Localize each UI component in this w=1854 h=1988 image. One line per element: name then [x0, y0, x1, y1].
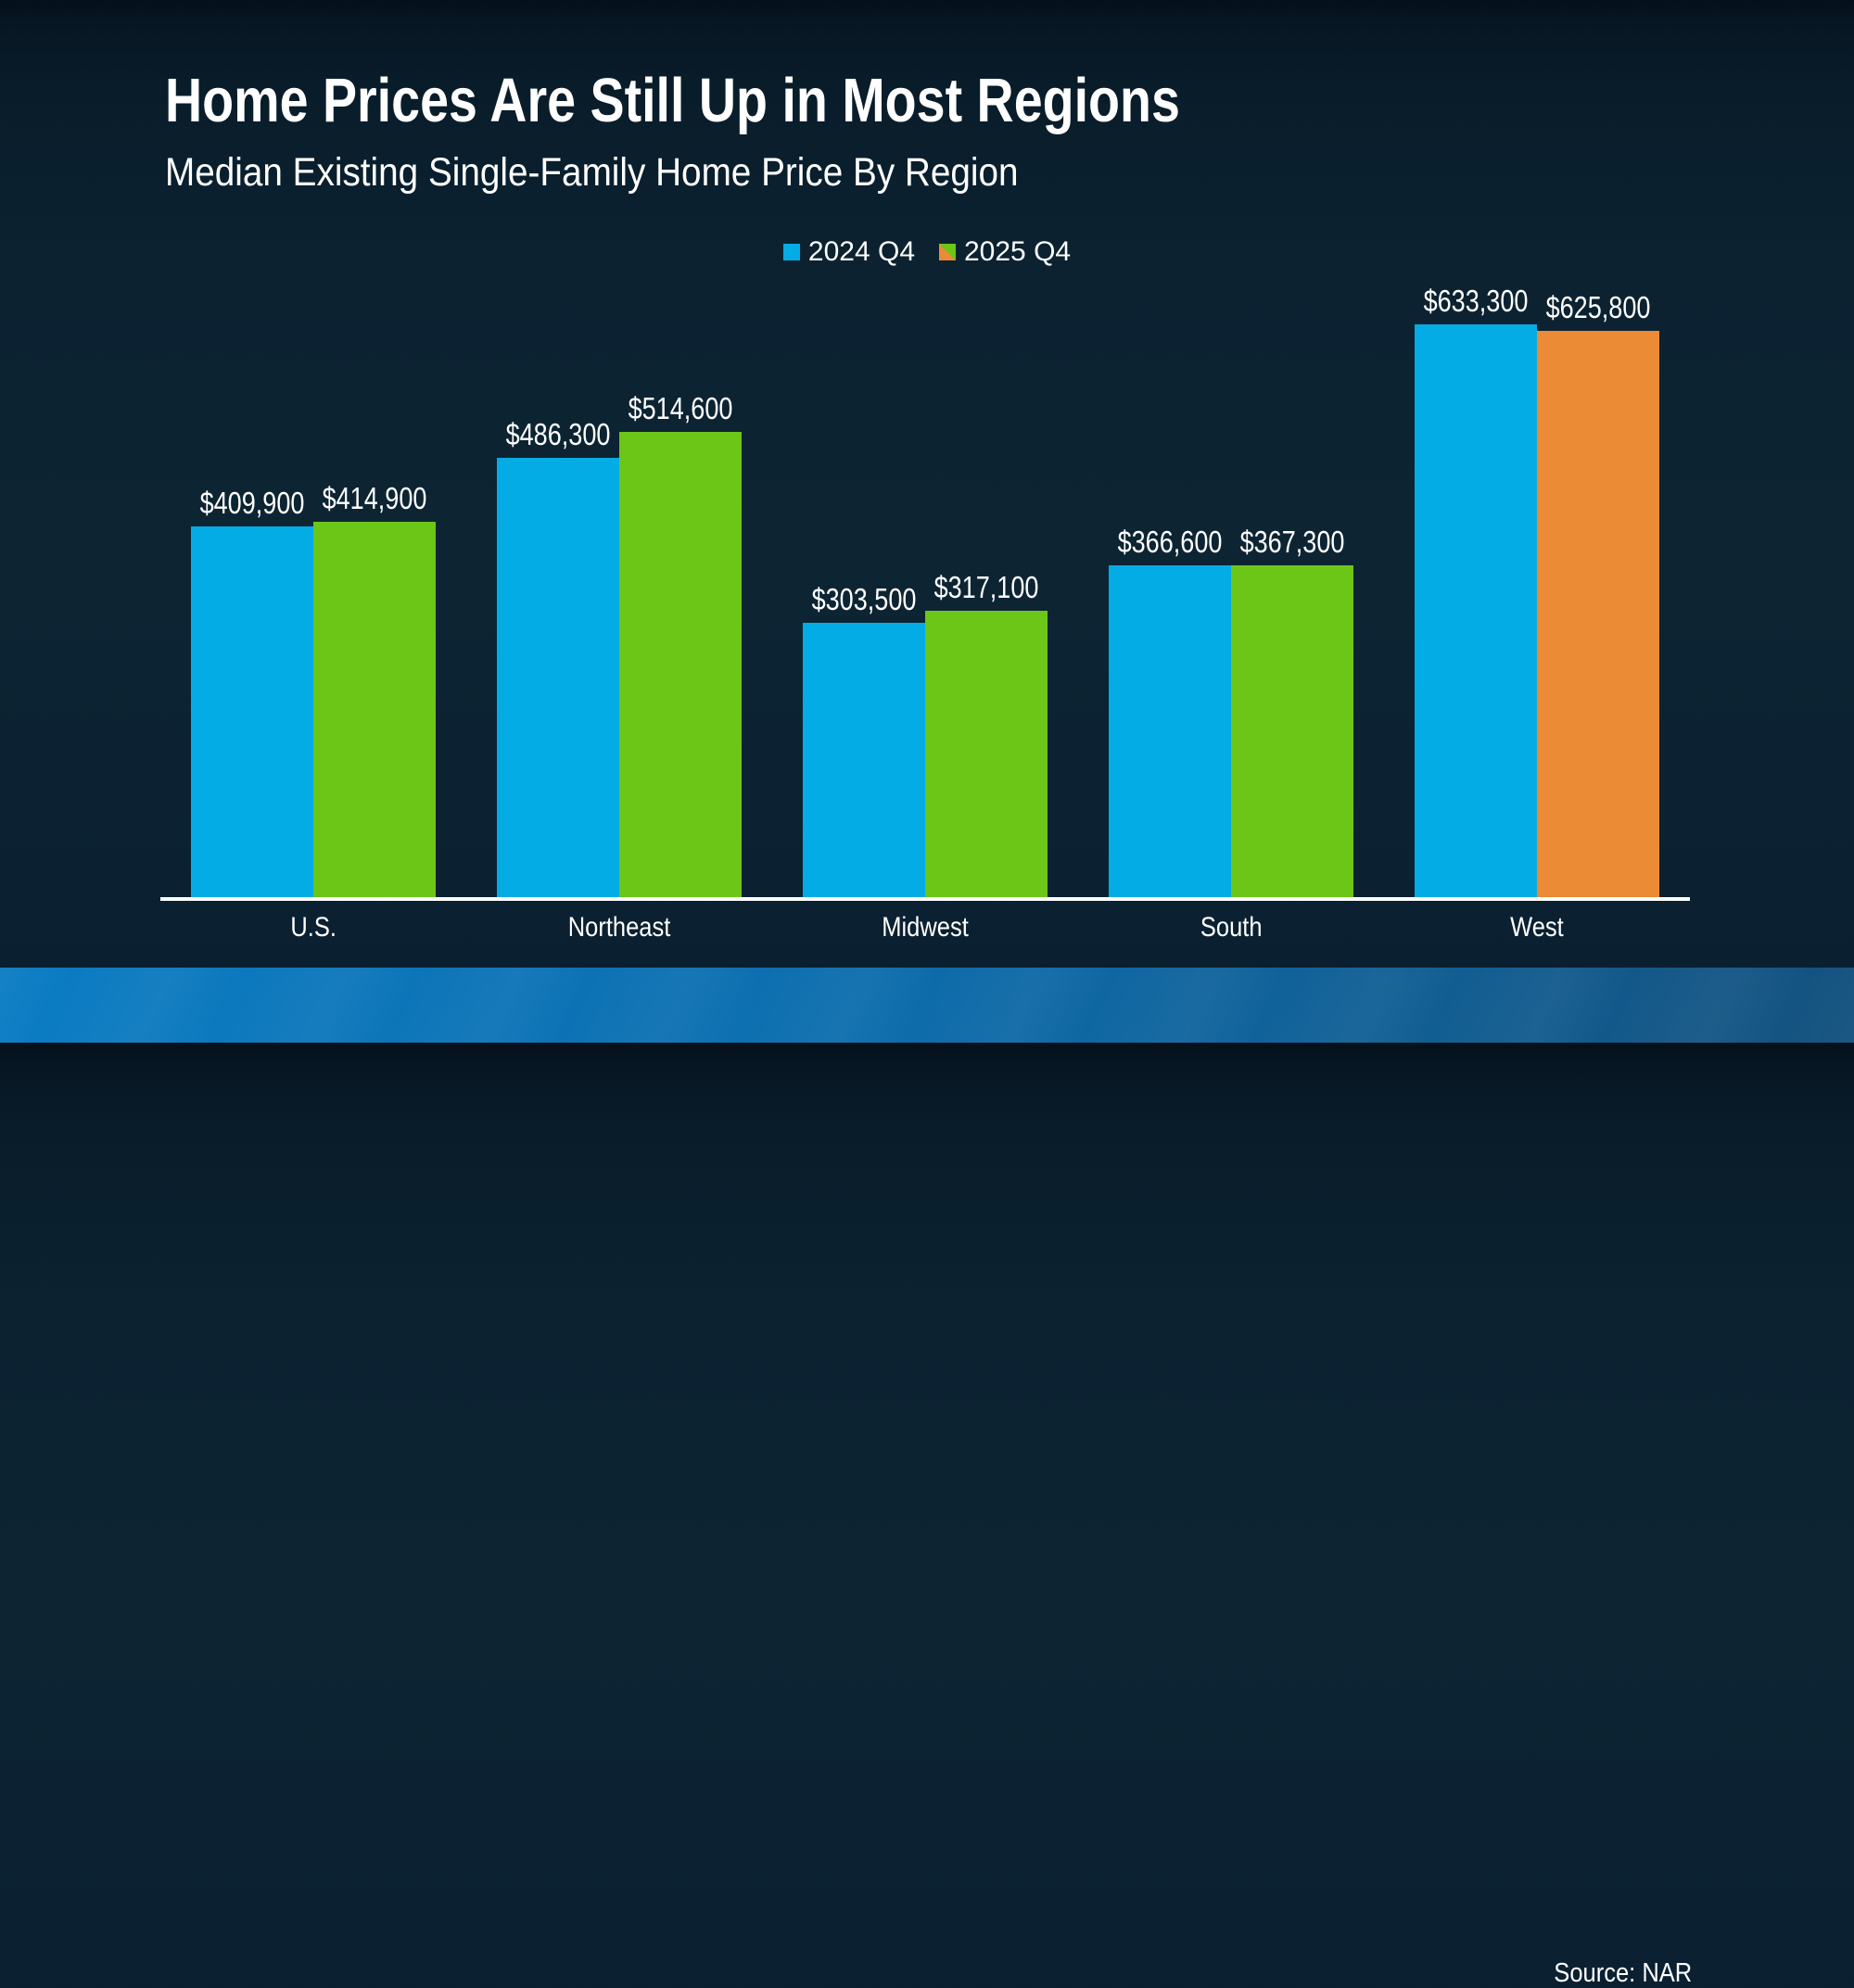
source-text: Source: NAR	[1554, 1958, 1692, 1988]
bar-group-northeast: $486,300 $514,600	[466, 300, 772, 897]
x-axis-label-text: Northeast	[567, 912, 671, 943]
x-axis-label: South	[1078, 914, 1384, 942]
bar-2024-q4: $303,500	[803, 584, 925, 897]
bar-value-label: $366,600	[1117, 525, 1223, 560]
x-axis-labels: U.S. Northeast Midwest South West	[160, 914, 1690, 942]
bar-2025-q4: $514,600	[619, 393, 742, 897]
x-axis-label-text: Midwest	[882, 912, 969, 943]
bar-group-west: $633,300 $625,800	[1384, 285, 1690, 897]
plot-area: $409,900 $414,900 $486,300 $514,600 $303,500…	[160, 285, 1690, 897]
bar-value-label: $514,600	[628, 390, 733, 425]
x-axis-label: Northeast	[466, 914, 772, 942]
legend-label-2024-q4: 2024 Q4	[807, 236, 915, 267]
legend-marker-2024-q4-icon	[782, 244, 800, 260]
bar-value-label: $409,900	[199, 486, 305, 520]
x-axis-label-text: South	[1200, 912, 1263, 943]
bar-2025-q4: $317,100	[925, 572, 1048, 897]
legend-item-2025-q4: 2025 Q4	[939, 238, 1071, 266]
x-axis-label: West	[1384, 914, 1690, 942]
bar-group-south: $366,600 $367,300	[1078, 300, 1384, 897]
slide-title: Home Prices Are Still Up in Most Regions	[165, 66, 1180, 135]
bar-value-label: $317,100	[933, 569, 1039, 604]
x-axis-label-text: West	[1510, 912, 1564, 943]
bar-value-label: $633,300	[1423, 284, 1529, 319]
legend-item-2024-q4: 2024 Q4	[782, 236, 915, 267]
bar-value-label: $486,300	[505, 416, 611, 451]
bar-value-label: $414,900	[322, 481, 427, 516]
bar-value-label: $625,800	[1545, 290, 1651, 325]
slide-subtitle: Median Existing Single-Family Home Price…	[165, 150, 1019, 195]
bar-2024-q4: $633,300	[1415, 285, 1537, 897]
bar-group-us: $409,900 $414,900	[160, 300, 466, 897]
bar-2024-q4: $486,300	[497, 419, 619, 897]
footer-bar: Source: NAR	[0, 968, 1854, 1987]
bar-2024-q4: $409,900	[191, 488, 313, 897]
bar-value-label: $367,300	[1239, 524, 1345, 559]
bar-2025-q4: $625,800	[1537, 292, 1659, 897]
x-axis-label: U.S.	[160, 914, 466, 942]
bar-value-label: $303,500	[811, 581, 917, 616]
legend-label-2025-q4: 2025 Q4	[964, 236, 1072, 267]
bar-2025-q4: $414,900	[313, 483, 436, 897]
bar-group-midwest: $303,500 $317,100	[772, 300, 1078, 897]
x-axis-label-text: U.S.	[290, 912, 337, 943]
bar-2025-q4: $367,300	[1231, 526, 1353, 897]
x-axis-line	[160, 897, 1690, 901]
chart-legend: 2024 Q4 2025 Q4	[0, 238, 1854, 266]
x-axis-label: Midwest	[772, 914, 1078, 942]
bar-2024-q4: $366,600	[1109, 526, 1231, 897]
legend-marker-2025-q4-icon	[939, 244, 956, 260]
